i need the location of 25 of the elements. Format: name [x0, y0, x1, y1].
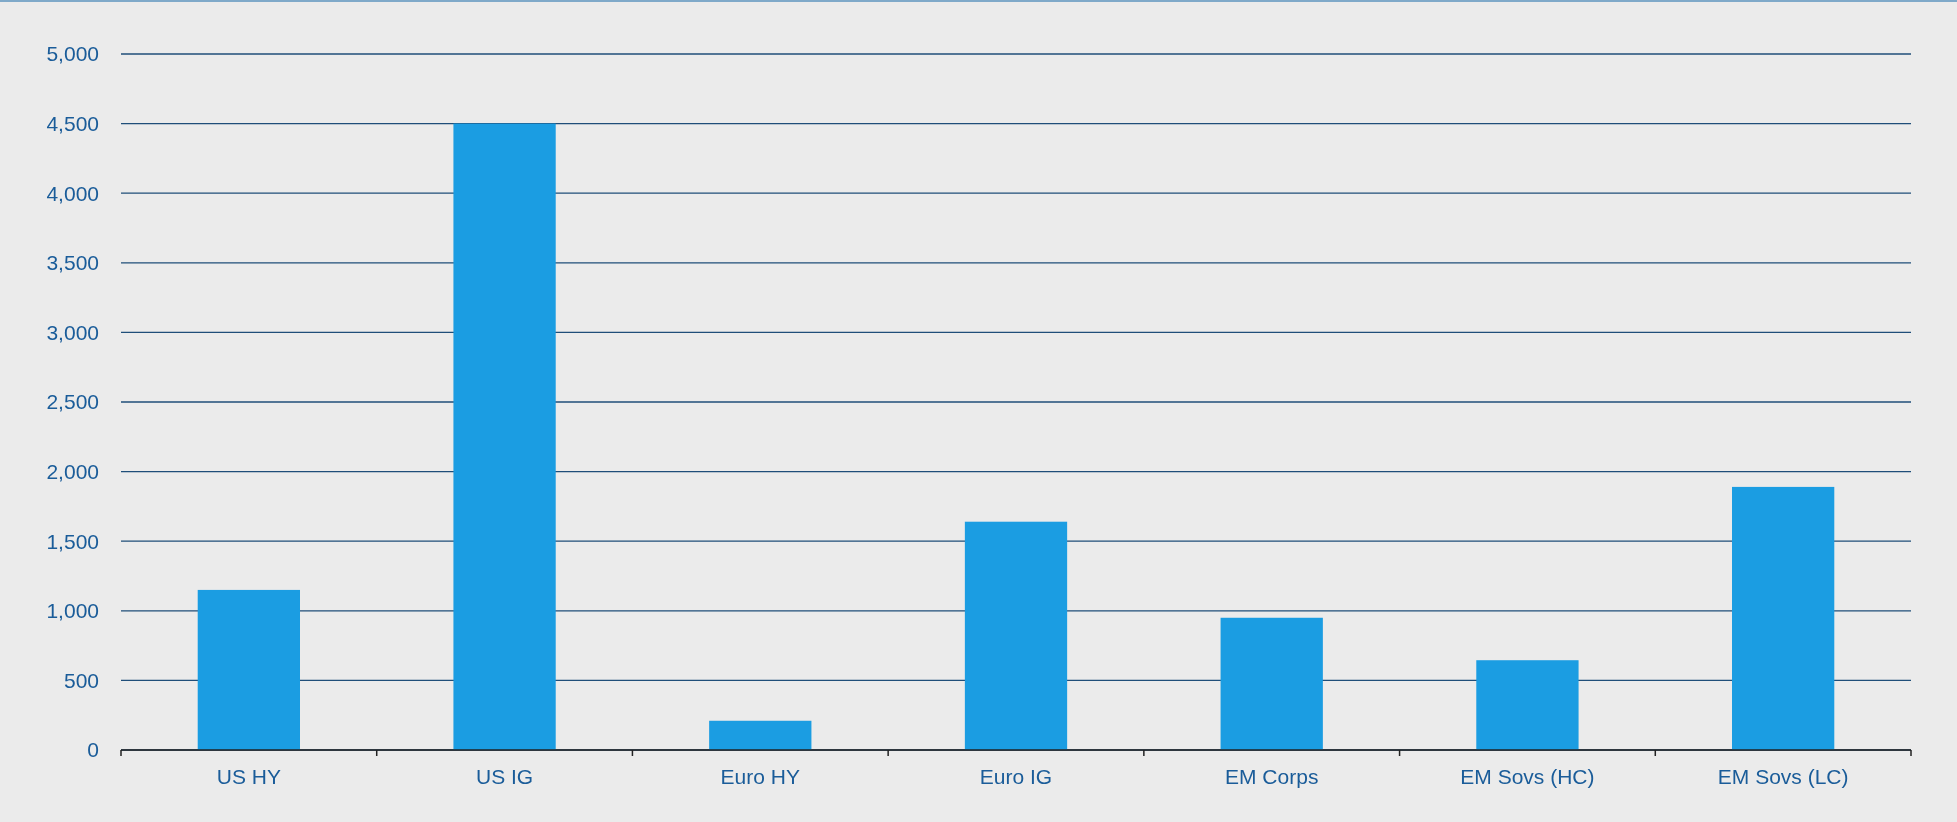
bar: [709, 720, 812, 750]
y-tick-label: 0: [87, 738, 99, 762]
y-tick-label: 4,500: [46, 111, 99, 135]
y-tick-label: 3,000: [46, 320, 99, 344]
bar: [1732, 486, 1835, 750]
y-tick-label: 1,000: [46, 599, 99, 623]
y-tick-label: 4,000: [46, 181, 99, 205]
x-tick-label: Euro HY: [720, 765, 800, 788]
bar: [964, 521, 1068, 750]
y-tick-label: 2,000: [46, 459, 99, 483]
bar: [1220, 617, 1323, 750]
bar: [197, 589, 300, 750]
bar: [453, 123, 556, 750]
x-tick-label: EM Corps: [1225, 765, 1319, 788]
bar: [1476, 660, 1579, 750]
y-tick-label: 5,000: [46, 42, 99, 66]
x-tick-label: EM Sovs (LC): [1717, 765, 1849, 788]
y-tick-label: 1,500: [46, 529, 99, 553]
x-tick-label: Euro IG: [979, 765, 1053, 788]
x-tick-label: US IG: [475, 765, 534, 788]
y-tick-label: 2,500: [46, 390, 99, 414]
y-tick-label: 3,500: [46, 251, 99, 275]
x-tick-label: EM Sovs (HC): [1460, 765, 1595, 788]
y-tick-label: 500: [63, 668, 99, 692]
x-tick-label: US HY: [216, 765, 281, 788]
